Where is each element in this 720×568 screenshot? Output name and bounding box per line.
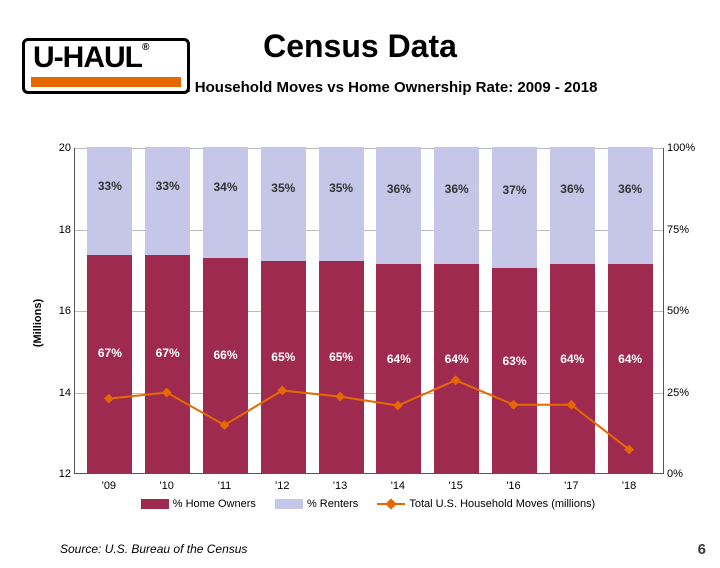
bar-owners: 64%	[434, 264, 479, 473]
bar-owners: 63%	[492, 268, 537, 473]
xtick: '12	[259, 480, 305, 492]
ytick-left: 20	[53, 142, 71, 154]
bar-owners-label: 67%	[87, 346, 132, 360]
bar-renters: 37%	[492, 147, 537, 268]
logo: U-HAUL®	[22, 38, 190, 94]
bar-owners-label: 66%	[203, 348, 248, 362]
ytick-left: 14	[53, 387, 71, 399]
ytick-left: 18	[53, 224, 71, 236]
source-text: Source: U.S. Bureau of the Census	[60, 542, 247, 556]
legend-renters: % Renters	[275, 498, 358, 510]
ytick-right: 75%	[667, 224, 701, 236]
bar-owners-label: 64%	[434, 352, 479, 366]
ytick-right: 100%	[667, 142, 701, 154]
bar-owners-label: 64%	[376, 352, 421, 366]
bar-owners: 66%	[203, 258, 248, 473]
plot-area: 12141618200%25%50%75%100%67%33%67%33%66%…	[74, 148, 664, 474]
bar-renters-label: 37%	[492, 183, 537, 197]
logo-text: U-HAUL®	[25, 41, 187, 73]
bar-renters: 34%	[203, 147, 248, 258]
logo-bar	[31, 77, 181, 87]
xtick: '14	[375, 480, 421, 492]
bar-renters: 33%	[87, 147, 132, 255]
y-axis-left-label: (Millions)	[32, 299, 44, 347]
legend-owners: % Home Owners	[141, 498, 256, 510]
bar-owners-label: 65%	[261, 350, 306, 364]
xtick: '09	[86, 480, 132, 492]
bar-owners: 67%	[87, 255, 132, 473]
bar-owners: 64%	[550, 264, 595, 473]
bar-owners: 64%	[376, 264, 421, 473]
bar-renters: 36%	[550, 147, 595, 264]
bar-renters-label: 34%	[203, 180, 248, 194]
bar-renters: 35%	[261, 147, 306, 261]
bar-renters-label: 33%	[145, 179, 190, 193]
bar-renters-label: 35%	[319, 181, 364, 195]
bar-renters-label: 36%	[550, 182, 595, 196]
xtick: '11	[202, 480, 248, 492]
bar-renters: 36%	[376, 147, 421, 264]
chart: (Millions) 12141618200%25%50%75%100%67%3…	[48, 148, 688, 498]
bar-renters-label: 36%	[376, 182, 421, 196]
xtick: '17	[548, 480, 594, 492]
bar-owners: 64%	[608, 264, 653, 473]
page-number: 6	[698, 541, 706, 558]
bar-owners: 67%	[145, 255, 190, 473]
bar-renters: 36%	[434, 147, 479, 264]
ytick-left: 16	[53, 305, 71, 317]
bar-renters-label: 36%	[434, 182, 479, 196]
ytick-right: 50%	[667, 305, 701, 317]
bar-owners-label: 64%	[608, 352, 653, 366]
bar-owners: 65%	[319, 261, 364, 473]
bar-renters-label: 36%	[608, 182, 653, 196]
xtick: '15	[433, 480, 479, 492]
xtick: '18	[606, 480, 652, 492]
bar-owners-label: 67%	[145, 346, 190, 360]
bar-renters-label: 35%	[261, 181, 306, 195]
xtick: '16	[491, 480, 537, 492]
bar-renters: 36%	[608, 147, 653, 264]
ytick-left: 12	[53, 468, 71, 480]
bar-owners-label: 64%	[550, 352, 595, 366]
ytick-right: 0%	[667, 468, 701, 480]
bar-owners-label: 63%	[492, 354, 537, 368]
ytick-right: 25%	[667, 387, 701, 399]
bar-owners: 65%	[261, 261, 306, 473]
bar-renters: 35%	[319, 147, 364, 261]
legend-moves: Total U.S. Household Moves (millions)	[377, 498, 595, 510]
bar-renters-label: 33%	[87, 179, 132, 193]
xtick: '10	[144, 480, 190, 492]
bar-renters: 33%	[145, 147, 190, 255]
xtick: '13	[317, 480, 363, 492]
bar-owners-label: 65%	[319, 350, 364, 364]
legend: % Home Owners % Renters Total U.S. House…	[48, 498, 688, 512]
